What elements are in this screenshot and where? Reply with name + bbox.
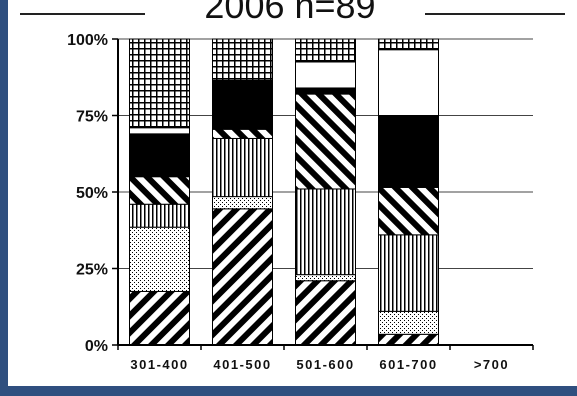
bar-segment-forward-diagonal xyxy=(379,187,439,234)
bar-segment-dots xyxy=(379,311,439,334)
bar-segment-grid xyxy=(379,39,439,50)
bar-segment-solid-black xyxy=(379,116,439,188)
bar-segment-white xyxy=(379,50,439,116)
x-tick-label: 501-600 xyxy=(296,357,354,372)
bar-segment-dots xyxy=(213,197,273,209)
bar-segment-solid-black xyxy=(213,80,273,129)
bar-segment-forward-diagonal xyxy=(213,129,273,138)
bar-segment-dots xyxy=(130,227,190,291)
bar-segment-vertical-lines xyxy=(130,204,190,227)
bar-segment-forward-diagonal xyxy=(130,177,190,205)
bar-segment-back-diagonal xyxy=(213,209,273,345)
x-tick-label: 601-700 xyxy=(379,357,437,372)
x-tick-label: 301-400 xyxy=(130,357,188,372)
bar-segment-vertical-lines xyxy=(213,138,273,196)
y-tick-label: 25% xyxy=(76,262,108,279)
bar-segment-grid xyxy=(296,39,356,62)
bar-segment-vertical-lines xyxy=(296,189,356,275)
bar-segment-back-diagonal xyxy=(379,334,439,345)
bar-segment-back-diagonal xyxy=(130,291,190,345)
y-tick-label: 50% xyxy=(76,185,108,202)
bar-segment-solid-black xyxy=(296,88,356,94)
y-tick-label: 0% xyxy=(85,338,108,355)
bar-segment-dots xyxy=(296,275,356,281)
bar-segment-grid xyxy=(213,39,273,80)
bar-segment-forward-diagonal xyxy=(296,94,356,189)
x-tick-label: 401-500 xyxy=(213,357,271,372)
y-tick-label: 100% xyxy=(67,32,108,49)
x-tick-label: >700 xyxy=(474,357,509,372)
bar-segment-vertical-lines xyxy=(379,235,439,312)
y-tick-label: 75% xyxy=(76,109,108,126)
bar-segment-grid xyxy=(130,39,190,128)
bar-segment-white xyxy=(296,62,356,88)
bar-segment-back-diagonal xyxy=(296,281,356,345)
bar-segment-solid-black xyxy=(130,134,190,177)
bar-segment-white xyxy=(130,128,190,134)
